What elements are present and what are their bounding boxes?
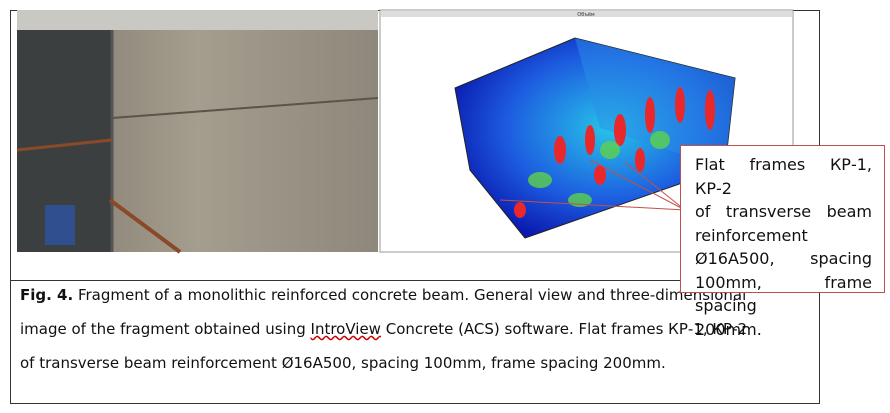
caption-text: IntroView <box>310 320 381 338</box>
window-title: Объём <box>577 12 595 18</box>
callout-line: 200mm. <box>695 319 762 339</box>
caption-line: Fig. 4. Fragment of a monolithic reinfor… <box>20 286 746 304</box>
caption-text: Fragment of a monolithic reinforced conc… <box>77 286 747 304</box>
callout: Flat frames КР-1, КР-2 of transverse beam… <box>680 145 885 339</box>
callout-line: Flat frames КР-1, КР-2 <box>695 155 872 198</box>
callout-line: 100mm, frame spacing <box>695 272 872 316</box>
photo <box>16 10 379 254</box>
callout-line: reinforcement <box>695 225 808 245</box>
callout-line: of transverse beam <box>695 202 872 221</box>
caption-text: of transverse beam reinforcement Ø16A500… <box>20 354 666 372</box>
3d-image: Объём <box>379 9 794 253</box>
caption-label: Fig. 4. <box>20 286 74 304</box>
callout-line: Ø16A500, spacing <box>695 249 872 268</box>
caption-text: image of the fragment obtained using <box>20 320 311 338</box>
caption-line: of transverse beam reinforcement Ø16A500… <box>20 354 666 372</box>
caption-line: image of the fragment obtained using Int… <box>20 320 747 338</box>
separator <box>10 280 820 281</box>
caption-text: Concrete (ACS) software. Flat frames КР-… <box>380 320 748 338</box>
